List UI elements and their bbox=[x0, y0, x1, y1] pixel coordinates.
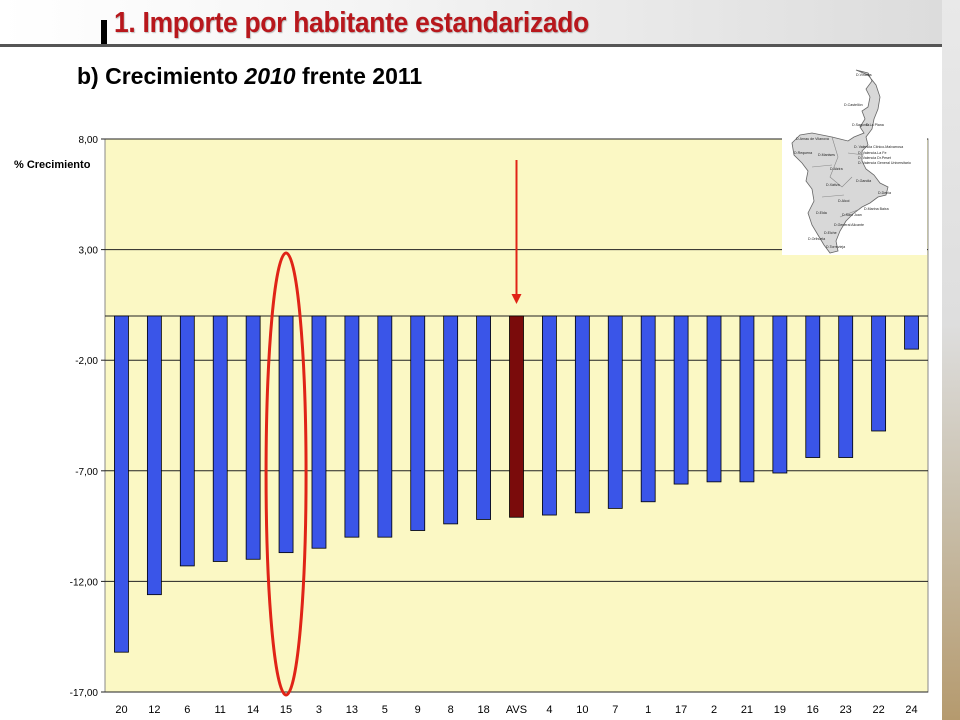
map-label: D.Denia bbox=[878, 191, 891, 195]
map-label: D.Arnau de Vilanova bbox=[796, 137, 829, 141]
map-label: D.Sagunto bbox=[852, 123, 869, 127]
bars bbox=[114, 315, 919, 653]
y-axis-label: % Crecimiento bbox=[14, 159, 91, 171]
map-label: D.Castellón bbox=[844, 103, 863, 107]
map-label: D.Alzira bbox=[830, 167, 843, 171]
map-label: D.Vinaròs bbox=[856, 73, 872, 77]
x-tick-label: 21 bbox=[741, 704, 753, 716]
bar bbox=[542, 315, 557, 516]
x-tick-label: 4 bbox=[546, 704, 552, 716]
arrow-head bbox=[511, 294, 522, 304]
map-label: D. Valencia Clínico-Malvarrosa bbox=[854, 145, 904, 149]
x-tick-label: 1 bbox=[645, 704, 651, 716]
x-axis-ticks: 20 12 6 11 14 15 3 13 5 9 8 18 AVS 4 10 7 1 17 2 21 19 16 23 22… bbox=[115, 704, 917, 716]
x-tick-label: 16 bbox=[807, 704, 819, 716]
x-tick-label: 6 bbox=[184, 704, 190, 716]
bar bbox=[114, 315, 129, 653]
bar bbox=[443, 315, 459, 525]
chart-subtitle: b) Crecimiento 2010 frente 2011 bbox=[77, 63, 422, 90]
bar bbox=[739, 315, 755, 483]
map-label: D. Valencia-La Fe bbox=[858, 151, 887, 155]
x-tick-label: 3 bbox=[316, 704, 322, 716]
region-map-icon bbox=[791, 69, 889, 254]
x-tick-label: 11 bbox=[215, 704, 226, 716]
region-map-inset: D.Vinaròs D.Castellón D.La Plana D.Sagunto D… bbox=[782, 67, 927, 255]
header-bar bbox=[0, 0, 942, 44]
header-rule bbox=[0, 44, 942, 47]
x-tick-label: 12 bbox=[148, 704, 160, 716]
map-label: D. Valencia Dr.Peset bbox=[858, 156, 891, 160]
map-label: D.Manises bbox=[818, 153, 835, 157]
bar bbox=[476, 315, 491, 520]
x-tick-label: 22 bbox=[872, 704, 884, 716]
x-tick-label: 19 bbox=[774, 704, 786, 716]
map-label: D.General Alicante bbox=[834, 223, 864, 227]
right-photo-strip bbox=[942, 0, 960, 720]
bar bbox=[179, 315, 195, 567]
bar bbox=[871, 315, 887, 432]
x-tick-label: 14 bbox=[247, 704, 259, 716]
map-label: D.Orihuela bbox=[808, 237, 826, 241]
map-label: D.La Plana bbox=[866, 123, 884, 127]
bar bbox=[311, 315, 327, 549]
highlight-ellipse bbox=[264, 251, 308, 697]
bar bbox=[640, 315, 656, 503]
bar bbox=[278, 315, 294, 554]
x-tick-label: 24 bbox=[905, 704, 917, 716]
x-tick-label: 20 bbox=[115, 704, 127, 716]
bar bbox=[772, 315, 788, 474]
map-label: D.Sant Joan bbox=[842, 213, 862, 217]
map-label: D.Requena bbox=[794, 151, 813, 155]
map-label: D.Alcoi bbox=[838, 199, 850, 203]
x-tick-label: 10 bbox=[576, 704, 588, 716]
map-label: D. Valencia General Universitario bbox=[858, 161, 911, 165]
bar bbox=[212, 315, 228, 562]
map-label: D.Xàtiva bbox=[826, 183, 840, 187]
y-tick-label: -12,00 bbox=[70, 577, 99, 588]
map-label: D.Elda bbox=[816, 211, 827, 215]
x-tick-label: 23 bbox=[840, 704, 852, 716]
x-tick-label: 17 bbox=[675, 704, 687, 716]
y-tick-label: -2,00 bbox=[75, 356, 98, 367]
subtitle-year: 2010 bbox=[244, 63, 296, 89]
bar bbox=[410, 315, 426, 531]
bar bbox=[607, 315, 623, 509]
bar bbox=[245, 315, 261, 560]
x-tick-label: 2 bbox=[711, 704, 717, 716]
annotations bbox=[264, 160, 522, 697]
y-tick-label: -17,00 bbox=[70, 688, 99, 699]
map-label: D.Elche bbox=[824, 231, 837, 235]
x-tick-label: AVS bbox=[506, 704, 527, 716]
map-label: D.Torrevieja bbox=[826, 245, 846, 249]
x-tick-label: 7 bbox=[612, 704, 618, 716]
bar bbox=[146, 315, 162, 596]
bar bbox=[509, 315, 524, 518]
subtitle-prefix: b) Crecimiento bbox=[77, 63, 239, 89]
bar bbox=[344, 315, 360, 538]
y-tick-label: 3,00 bbox=[79, 246, 99, 257]
bar bbox=[904, 315, 919, 350]
bar bbox=[574, 315, 590, 514]
bar bbox=[838, 315, 854, 458]
x-tick-label: 8 bbox=[448, 704, 454, 716]
bar bbox=[805, 315, 821, 458]
y-tick-label: -7,00 bbox=[75, 467, 98, 478]
y-tick-label: 8,00 bbox=[79, 135, 99, 146]
bar bbox=[706, 315, 722, 483]
x-tick-label: 13 bbox=[346, 704, 358, 716]
x-tick-label: 5 bbox=[382, 704, 388, 716]
bar bbox=[377, 315, 393, 538]
header-marker bbox=[101, 20, 107, 44]
x-tick-label: 9 bbox=[415, 704, 421, 716]
map-label: D.Gandia bbox=[856, 179, 872, 183]
x-tick-label: 15 bbox=[280, 704, 292, 716]
subtitle-suffix: frente 2011 bbox=[301, 63, 423, 89]
main-title: 1. Importe por habitante estandarizado bbox=[114, 7, 590, 39]
x-tick-label: 18 bbox=[477, 704, 489, 716]
y-axis-ticks: 8,00 3,00 -2,00 -7,00 -12,00 -17,00 bbox=[70, 135, 99, 699]
map-label: D.Marina Baixa bbox=[864, 207, 889, 211]
bar bbox=[673, 315, 689, 485]
